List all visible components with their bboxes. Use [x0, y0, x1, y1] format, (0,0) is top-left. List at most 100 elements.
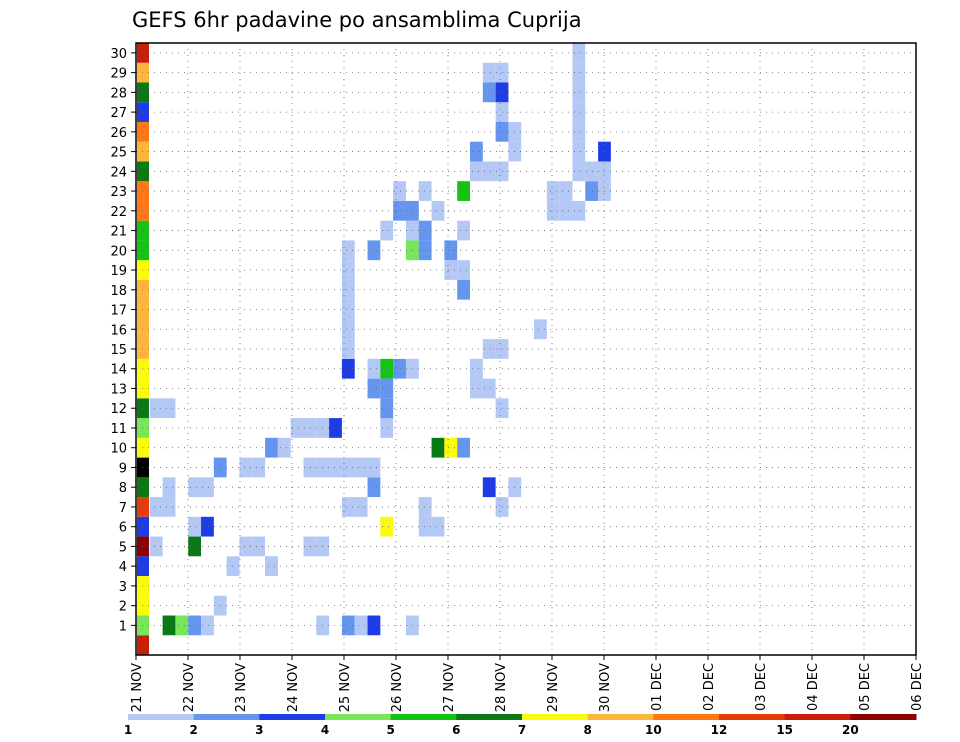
cell: [470, 378, 483, 399]
cell: [482, 477, 496, 498]
y-tick-label: 15: [110, 343, 127, 358]
cell: [431, 516, 445, 537]
colorbar-label: 20: [842, 723, 859, 737]
cell: [418, 220, 432, 241]
y-tick-label: 8: [119, 481, 127, 496]
y-tick-label: 14: [110, 363, 127, 378]
cell: [431, 437, 445, 458]
y-tick-label: 23: [110, 185, 127, 200]
y-tick-label: 5: [119, 540, 127, 555]
y-tick-label: 11: [110, 422, 127, 437]
y-tick-label: 27: [110, 106, 127, 121]
y-tick-label: 7: [119, 501, 127, 516]
cell: [572, 43, 586, 63]
x-tick-label: 26 NOV: [390, 663, 405, 712]
colorbar-swatch: [259, 714, 326, 720]
cell: [572, 82, 586, 103]
x-tick-label: 02 DEC: [702, 663, 717, 711]
y-tick-label: 9: [119, 461, 127, 476]
y-tick-label: 30: [110, 47, 127, 62]
cell: [188, 516, 202, 537]
cell: [341, 260, 355, 280]
x-tick-label: 24 NOV: [286, 663, 301, 712]
cell: [277, 437, 291, 458]
cell: [341, 358, 355, 379]
cell: [303, 418, 317, 438]
y-tick-label: 4: [119, 560, 127, 575]
x-tick-label: 03 DEC: [754, 663, 769, 711]
cell: [572, 200, 586, 221]
colorbar-swatch: [193, 714, 260, 720]
cell: [201, 516, 214, 537]
y-tick-label: 3: [119, 580, 127, 595]
cell: [470, 161, 483, 182]
x-tick-label: 23 NOV: [234, 663, 249, 712]
colorbar-swatch: [587, 714, 654, 720]
cell: [149, 398, 163, 419]
cell: [354, 457, 368, 478]
y-tick-label: 24: [110, 165, 127, 180]
cell: [367, 240, 381, 261]
cell: [457, 437, 471, 458]
cell: [482, 82, 496, 103]
cell: [393, 200, 406, 221]
y-tick-label: 13: [110, 382, 127, 397]
cell: [393, 358, 406, 379]
cell: [380, 378, 394, 399]
cell: [572, 141, 586, 162]
cell: [188, 615, 202, 636]
cell: [329, 457, 342, 478]
cell: [559, 181, 573, 201]
x-tick-label: 28 NOV: [494, 663, 509, 712]
cell: [367, 457, 381, 478]
cell: [341, 319, 355, 340]
cell: [559, 200, 573, 221]
cell: [418, 497, 432, 517]
x-tick-label: 22 NOV: [182, 663, 197, 712]
y-tick-label: 10: [110, 442, 127, 457]
y-tick-label: 26: [110, 126, 127, 141]
colorbar-swatch: [719, 714, 786, 720]
cell: [546, 181, 560, 201]
cell: [341, 279, 355, 300]
cell: [188, 536, 202, 557]
colorbar-label: 1: [124, 723, 132, 737]
cell: [444, 260, 458, 280]
cell: [149, 536, 163, 557]
cell: [444, 437, 458, 458]
y-tick-label: 18: [110, 284, 127, 299]
cell: [572, 62, 586, 83]
cell: [418, 181, 432, 201]
cell: [367, 615, 381, 636]
colorbar-swatch: [653, 714, 720, 720]
colorbar: 1 2 3 4 5 6 7 8 10 12 15 20: [124, 714, 917, 737]
cell: [175, 615, 189, 636]
cell: [380, 418, 394, 438]
cell: [226, 556, 240, 577]
cell: [431, 200, 445, 221]
cell: [380, 220, 394, 241]
cell: [470, 141, 483, 162]
cell: [201, 615, 214, 636]
colorbar-label: 7: [518, 723, 526, 737]
y-tick-label: 21: [110, 225, 127, 240]
cell: [162, 477, 176, 498]
cell: [380, 398, 394, 419]
x-tick-label: 27 NOV: [442, 663, 457, 712]
colorbar-swatch: [784, 714, 851, 720]
cell: [482, 161, 496, 182]
cell: [201, 477, 214, 498]
cell: [239, 457, 253, 478]
y-tick-label: 22: [110, 205, 127, 220]
cell: [367, 358, 381, 379]
cell: [457, 181, 471, 201]
y-axis: 1234567891011121314151617181920212223242…: [110, 47, 136, 634]
colorbar-swatch: [456, 714, 523, 720]
cell: [252, 457, 266, 478]
x-tick-label: 21 NOV: [130, 663, 145, 712]
cell: [137, 635, 149, 655]
y-tick-label: 12: [110, 402, 127, 417]
cell: [457, 279, 471, 300]
cell: [188, 477, 202, 498]
colorbar-label: 12: [711, 723, 728, 737]
